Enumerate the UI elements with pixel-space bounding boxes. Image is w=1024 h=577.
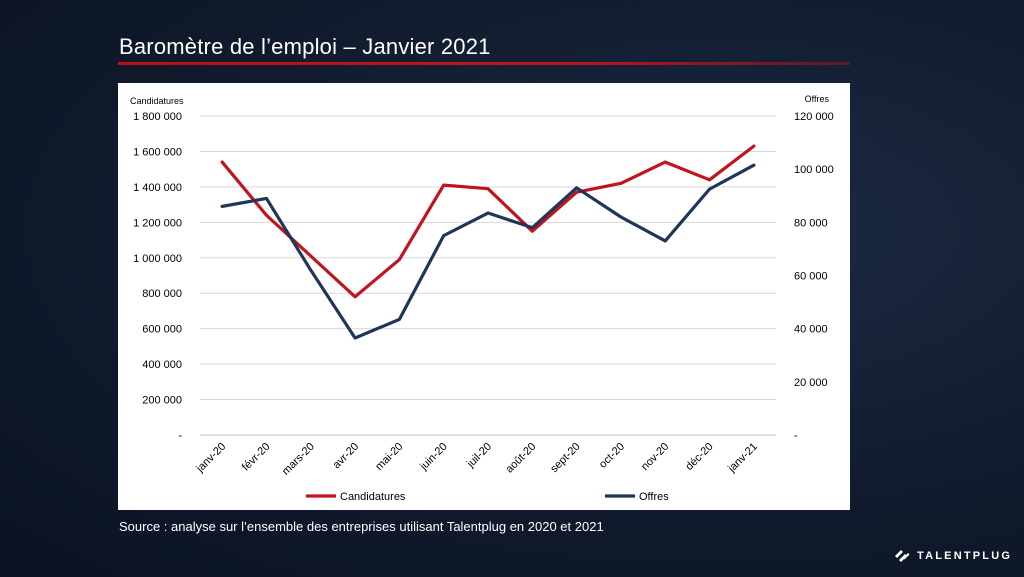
x-tick-label: févr-20 (240, 441, 273, 474)
y-left-tick-label: 1 400 000 (133, 182, 182, 194)
x-tick-label: juin-20 (417, 441, 450, 474)
data-point-candidatures (220, 160, 224, 164)
data-point-offres (220, 204, 224, 208)
y-left-tick-label: 1 000 000 (133, 253, 182, 265)
y-left-tick-label: 800 000 (142, 288, 182, 300)
y-left-tick-label: 1 600 000 (133, 146, 182, 158)
y-left-tick-label: 400 000 (142, 359, 182, 371)
chart-panel: - 200 000 400 000 600 000 800 000 1 000 000 1 … (118, 83, 850, 510)
y-left-tick-label: 200 000 (142, 395, 182, 407)
x-tick-label: janv-20 (194, 441, 229, 476)
y-right-tick-label: 60 000 (794, 271, 828, 283)
data-point-candidatures (663, 160, 667, 164)
x-tick-label: nov-20 (639, 441, 671, 473)
data-point-candidatures (353, 295, 357, 299)
talentplug-logo-icon (895, 550, 910, 562)
x-tick-label: déc-20 (683, 441, 715, 473)
x-tick-label: janv-21 (725, 441, 760, 476)
data-point-candidatures (397, 258, 401, 261)
data-point-candidatures (309, 254, 313, 258)
series-line-candidatures (220, 144, 756, 299)
x-tick-label: mai-20 (373, 441, 405, 473)
data-point-candidatures (708, 178, 711, 182)
data-point-offres (663, 239, 667, 243)
data-point-offres (397, 317, 401, 321)
data-point-offres (619, 215, 623, 219)
data-point-offres (575, 186, 579, 190)
data-point-candidatures (442, 183, 446, 187)
y-left-tick-label: 600 000 (142, 324, 182, 336)
y-right-tick-label: 40 000 (794, 324, 828, 336)
x-tick-label: mars-20 (280, 441, 317, 478)
brand: TALENTPLUG (893, 548, 1012, 564)
data-point-offres (486, 211, 490, 215)
data-point-offres (265, 197, 268, 200)
y-left-axis-title: Candidatures (130, 96, 184, 106)
x-tick-label: août-20 (504, 441, 539, 476)
data-point-offres (309, 268, 313, 272)
data-point-offres (708, 187, 711, 191)
data-point-offres (752, 163, 756, 167)
series-line-offres (220, 163, 756, 340)
line-chart: - 200 000 400 000 600 000 800 000 1 000 000 1 … (130, 94, 834, 503)
brand-name: TALENTPLUG (917, 550, 1013, 562)
y-right-tick-label: 20 000 (794, 377, 828, 389)
data-point-candidatures (530, 229, 534, 233)
data-point-candidatures (619, 181, 623, 185)
source-note: Source : analyse sur l’ensemble des entr… (119, 519, 604, 534)
data-point-candidatures (752, 144, 756, 148)
data-point-candidatures (265, 213, 268, 217)
y-right-tick-label: 120 000 (794, 111, 834, 123)
y-right-tick-label: 80 000 (794, 217, 828, 229)
y-right-tick-label: - (794, 430, 798, 442)
title-divider (118, 62, 850, 65)
y-left-tick-label: 1 200 000 (133, 217, 182, 229)
y-left-tick-label: - (178, 430, 182, 442)
data-point-offres (442, 234, 446, 238)
y-right-axis-title: Offres (805, 94, 830, 104)
x-tick-label: oct-20 (597, 441, 627, 471)
y-left-tick-label: 1 800 000 (133, 111, 182, 123)
legend-label-offres: Offres (639, 491, 669, 503)
data-point-candidatures (575, 190, 579, 194)
x-tick-label: sept-20 (548, 441, 582, 475)
slide-title: Baromètre de l’emploi – Janvier 2021 (119, 34, 491, 59)
y-right-tick-label: 100 000 (794, 164, 834, 176)
x-tick-label: avr-20 (331, 441, 362, 472)
legend-label-candidatures: Candidatures (340, 491, 406, 503)
data-point-candidatures (486, 187, 490, 191)
x-tick-label: juil-20 (464, 441, 494, 471)
data-point-offres (353, 336, 357, 340)
data-point-offres (530, 226, 534, 230)
